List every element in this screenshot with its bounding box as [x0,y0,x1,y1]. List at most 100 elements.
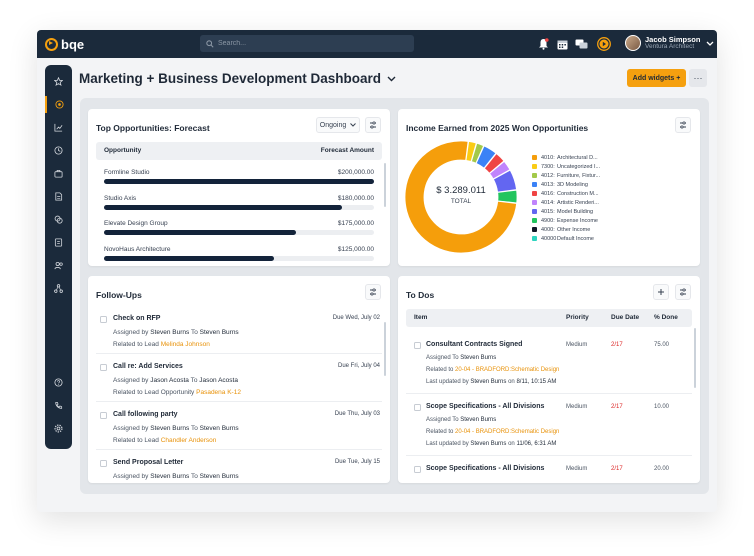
opportunity-row[interactable]: NovoHaus Architecture $125,000.00 [104,246,374,267]
progress-track [104,255,374,261]
todo-checkbox[interactable] [414,466,421,473]
donut-slice-7300[interactable] [465,141,477,162]
updated-prefix: Last updated by [426,441,469,447]
legend-code: 4010: [541,154,555,161]
assigned-to-name[interactable]: Steven Burns [199,329,239,336]
donut-slice-4016[interactable] [483,153,505,174]
donut-slice-4015[interactable] [492,169,517,193]
star-icon[interactable] [50,73,67,90]
legend-item[interactable]: 4000: Other Income [532,225,600,234]
related-link[interactable]: Melinda Johnson [160,341,210,348]
income-donut-chart[interactable] [403,139,519,255]
legend-item[interactable]: 40000 Default Income [532,234,600,243]
opportunity-row[interactable]: Elevate Design Group $175,000.00 [104,220,374,244]
assigned-by-name[interactable]: Jason Acosta [150,377,189,384]
assigned-prefix: Assigned by [113,425,149,432]
follow-up-title: Call following party [113,411,178,418]
legend-item[interactable]: 4900: Expense Income [532,216,600,225]
status-filter-dropdown[interactable]: Ongoing [316,117,360,133]
to-word: To [190,329,198,336]
user-name: Jacob Simpson [645,34,701,44]
legend-swatch [532,227,537,232]
related-link[interactable]: Chandler Anderson [160,437,217,444]
divider [406,455,692,456]
todo-title: Scope Specifications - All Divisions [426,465,545,472]
user-menu[interactable]: Jacob Simpson Ventura Architect [625,35,714,51]
divider [96,353,382,354]
legend-item[interactable]: 7300: Uncategorized I... [532,162,600,171]
assigned-name[interactable]: Steven Burns [460,355,497,361]
target-icon[interactable] [45,96,72,113]
todo-checkbox[interactable] [414,404,421,411]
search-input[interactable] [218,40,398,47]
add-widgets-button[interactable]: Add widgets + [627,69,686,87]
legend-item[interactable]: 4015: Model Building [532,207,600,216]
add-todo-button[interactable] [653,284,669,300]
scrollbar[interactable] [384,322,386,376]
legend-item[interactable]: 4012: Furniture, Fixtur... [532,171,600,180]
opportunity-row[interactable]: Formline Studio $200,000.00 [104,169,374,193]
legend-item[interactable]: 4010: Architectural D... [532,153,600,162]
coins-icon[interactable] [50,211,67,228]
assigned-by-name[interactable]: Steven Burns [150,329,190,336]
bqe-logo[interactable]: bqe [45,37,84,52]
calendar-icon[interactable] [554,36,570,52]
updated-by-name: Steven Burns [470,379,507,385]
assigned-to-name[interactable]: Steven Burns [199,425,239,432]
donut-slice-4013[interactable] [475,145,497,169]
bell-icon[interactable] [535,36,551,52]
related-link[interactable]: Pasadena K-12 [196,389,241,396]
briefcase-icon[interactable] [50,165,67,182]
scrollbar[interactable] [384,163,386,207]
legend-code: 40000 [541,235,557,242]
widget-title: Income Earned from 2025 Won Opportunitie… [406,123,589,133]
opportunity-row[interactable]: Studio Axis $180,000.00 [104,195,374,219]
more-options-button[interactable]: ··· [689,69,707,87]
related-link[interactable]: 20-04 - BRADFORD:Schematic Design [455,367,560,373]
follow-up-assignment: Assigned by Steven Burns To Steven Burns [113,473,239,480]
network-icon[interactable] [50,280,67,297]
assigned-name[interactable]: Steven Burns [460,417,497,423]
scrollbar[interactable] [694,328,696,388]
legend-item[interactable]: 4016: Construction M... [532,189,600,198]
document-icon[interactable] [50,188,67,205]
filter-settings-button[interactable] [365,117,381,133]
follow-up-related: Related to Lead Chandler Anderson [113,437,216,444]
related-link[interactable]: 20-04 - BRADFORD:Schematic Design [455,429,560,435]
help-icon[interactable] [50,374,67,391]
chart-settings-button[interactable] [675,117,691,133]
todo-title: Scope Specifications - All Divisions [426,403,545,410]
legend-item[interactable]: 4013: 3D Modeling [532,180,600,189]
donut-slice-4000[interactable] [497,200,518,204]
assigned-to-name[interactable]: Steven Burns [199,473,239,480]
widget-title: Follow-Ups [96,290,142,300]
follow-up-checkbox[interactable] [100,316,107,323]
todo-checkbox[interactable] [414,342,421,349]
phone-icon[interactable] [50,397,67,414]
settings-icon[interactable] [50,420,67,437]
people-icon[interactable] [50,257,67,274]
chart-icon[interactable] [50,119,67,136]
chat-icon[interactable] [573,36,589,52]
follow-up-checkbox[interactable] [100,364,107,371]
todos-settings-button[interactable] [675,284,691,300]
todo-priority: Medium [566,466,588,472]
invoice-icon[interactable] [50,234,67,251]
clock-icon[interactable] [50,142,67,159]
follow-up-checkbox[interactable] [100,412,107,419]
follow-ups-settings-button[interactable] [365,284,381,300]
search-box[interactable] [200,35,414,52]
follow-up-checkbox[interactable] [100,460,107,467]
opportunity-name: NovoHaus Architecture [104,245,171,253]
opportunity-amount: $200,000.00 [337,169,374,176]
assigned-by-name[interactable]: Steven Burns [150,425,190,432]
donut-slice-4010[interactable] [404,140,518,254]
on-word: on [508,441,515,447]
donut-slice-4012[interactable] [470,142,485,164]
donut-slice-4014[interactable] [489,160,511,180]
assigned-to-name[interactable]: Jason Acosta [199,377,238,384]
legend-item[interactable]: 4014: Artistic Renderi... [532,198,600,207]
timer-play-icon[interactable] [596,36,612,52]
page-title-group[interactable]: Marketing + Business Development Dashboa… [79,71,396,86]
assigned-by-name[interactable]: Steven Burns [150,473,190,480]
